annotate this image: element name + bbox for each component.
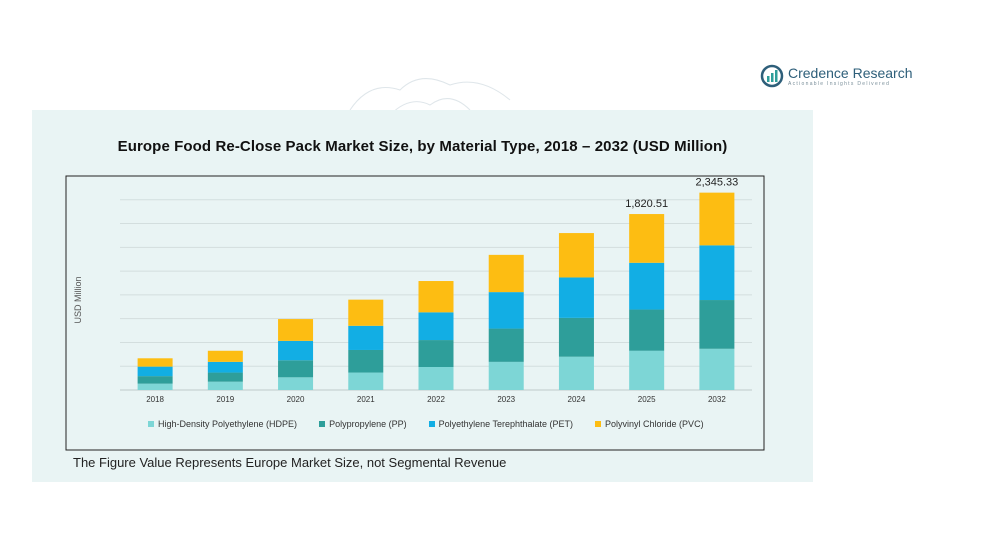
- bar-2025-series-3: [629, 214, 665, 263]
- bar-2023-series-1: [488, 328, 524, 362]
- bar-2018-series-0: [137, 383, 173, 390]
- legend-swatch-1: [319, 421, 326, 427]
- y-axis-label: USD Million: [73, 276, 83, 324]
- bar-2019-series-3: [207, 350, 243, 362]
- bar-2025-series-2: [629, 262, 665, 310]
- bar-2024-series-2: [558, 277, 594, 318]
- plot-frame: [65, 175, 765, 451]
- x-tick-label-2019: 2019: [216, 395, 234, 404]
- bar-2023-series-3: [488, 254, 524, 293]
- bar-2025-series-1: [629, 309, 665, 351]
- data-label-2025: 1,820.51: [625, 198, 668, 210]
- bar-2023-series-0: [488, 361, 524, 390]
- x-tick-label-2018: 2018: [146, 395, 164, 404]
- legend-label-0: High-Density Polyethylene (HDPE): [158, 419, 298, 429]
- bar-2019-series-0: [207, 381, 243, 390]
- legend-item-0: High-Density Polyethylene (HDPE): [148, 419, 297, 429]
- bar-2024-series-1: [558, 317, 594, 357]
- legend-item-2: Polyethylene Terephthalate (PET): [428, 419, 574, 429]
- legend-swatch-3: [595, 421, 602, 427]
- bar-2032-series-3: [699, 192, 735, 246]
- bar-2025-series-0: [629, 350, 665, 390]
- bar-2018-series-1: [137, 376, 173, 384]
- x-tick-label-2025: 2025: [638, 395, 656, 404]
- legend-swatch-2: [428, 421, 435, 427]
- logo-tagline: Actionable Insights Delivered: [788, 80, 891, 87]
- bar-2032-series-1: [699, 300, 735, 349]
- bar-2022-series-2: [418, 312, 454, 341]
- bar-2021-series-2: [348, 325, 384, 350]
- bar-2024-series-3: [558, 233, 594, 278]
- world-map-watermark: [349, 78, 511, 116]
- bar-2018-series-3: [137, 358, 173, 367]
- x-tick-label-2024: 2024: [568, 395, 586, 404]
- logo-name: Credence Research: [788, 64, 913, 81]
- x-tick-label-2021: 2021: [357, 395, 375, 404]
- bar-2023-series-2: [488, 292, 524, 329]
- bar-2024-series-0: [558, 356, 594, 390]
- bar-2021-series-1: [348, 349, 384, 373]
- bar-2032-series-0: [699, 348, 735, 390]
- bar-2021-series-0: [348, 372, 384, 390]
- bar-2022-series-0: [418, 367, 454, 390]
- logo-icon: [760, 64, 784, 88]
- bar-2018-series-2: [137, 366, 173, 377]
- x-tick-label-2020: 2020: [287, 395, 305, 404]
- legend-item-1: Polypropylene (PP): [319, 419, 407, 429]
- bar-2019-series-2: [207, 361, 243, 373]
- credence-research-logo: Credence Research Actionable Insights De…: [760, 62, 913, 90]
- legend-item-3: Polyvinyl Chloride (PVC): [595, 419, 704, 429]
- bar-2021-series-3: [348, 299, 384, 326]
- bar-2020-series-3: [278, 319, 314, 341]
- legend-label-3: Polyvinyl Chloride (PVC): [605, 419, 704, 429]
- chart-legend: High-Density Polyethylene (HDPE) Polyprop…: [148, 419, 726, 429]
- bar-2019-series-1: [207, 372, 243, 382]
- footnote: The Figure Value Represents Europe Marke…: [73, 455, 507, 470]
- bar-2020-series-2: [278, 340, 314, 361]
- data-label-2032: 2,345.33: [695, 177, 738, 189]
- legend-label-2: Polyethylene Terephthalate (PET): [438, 419, 574, 429]
- chart-title: Europe Food Re-Close Pack Market Size, b…: [117, 138, 728, 155]
- legend-swatch-0: [148, 421, 154, 427]
- x-tick-label-2032: 2032: [708, 395, 726, 404]
- legend-label-1: Polypropylene (PP): [329, 419, 407, 429]
- bar-2032-series-2: [699, 245, 735, 301]
- bar-2020-series-0: [278, 377, 314, 390]
- x-tick-label-2023: 2023: [497, 395, 515, 404]
- x-tick-label-2022: 2022: [427, 395, 445, 404]
- bar-2020-series-1: [278, 360, 314, 378]
- bar-2022-series-3: [418, 281, 454, 313]
- bar-2022-series-1: [418, 340, 454, 368]
